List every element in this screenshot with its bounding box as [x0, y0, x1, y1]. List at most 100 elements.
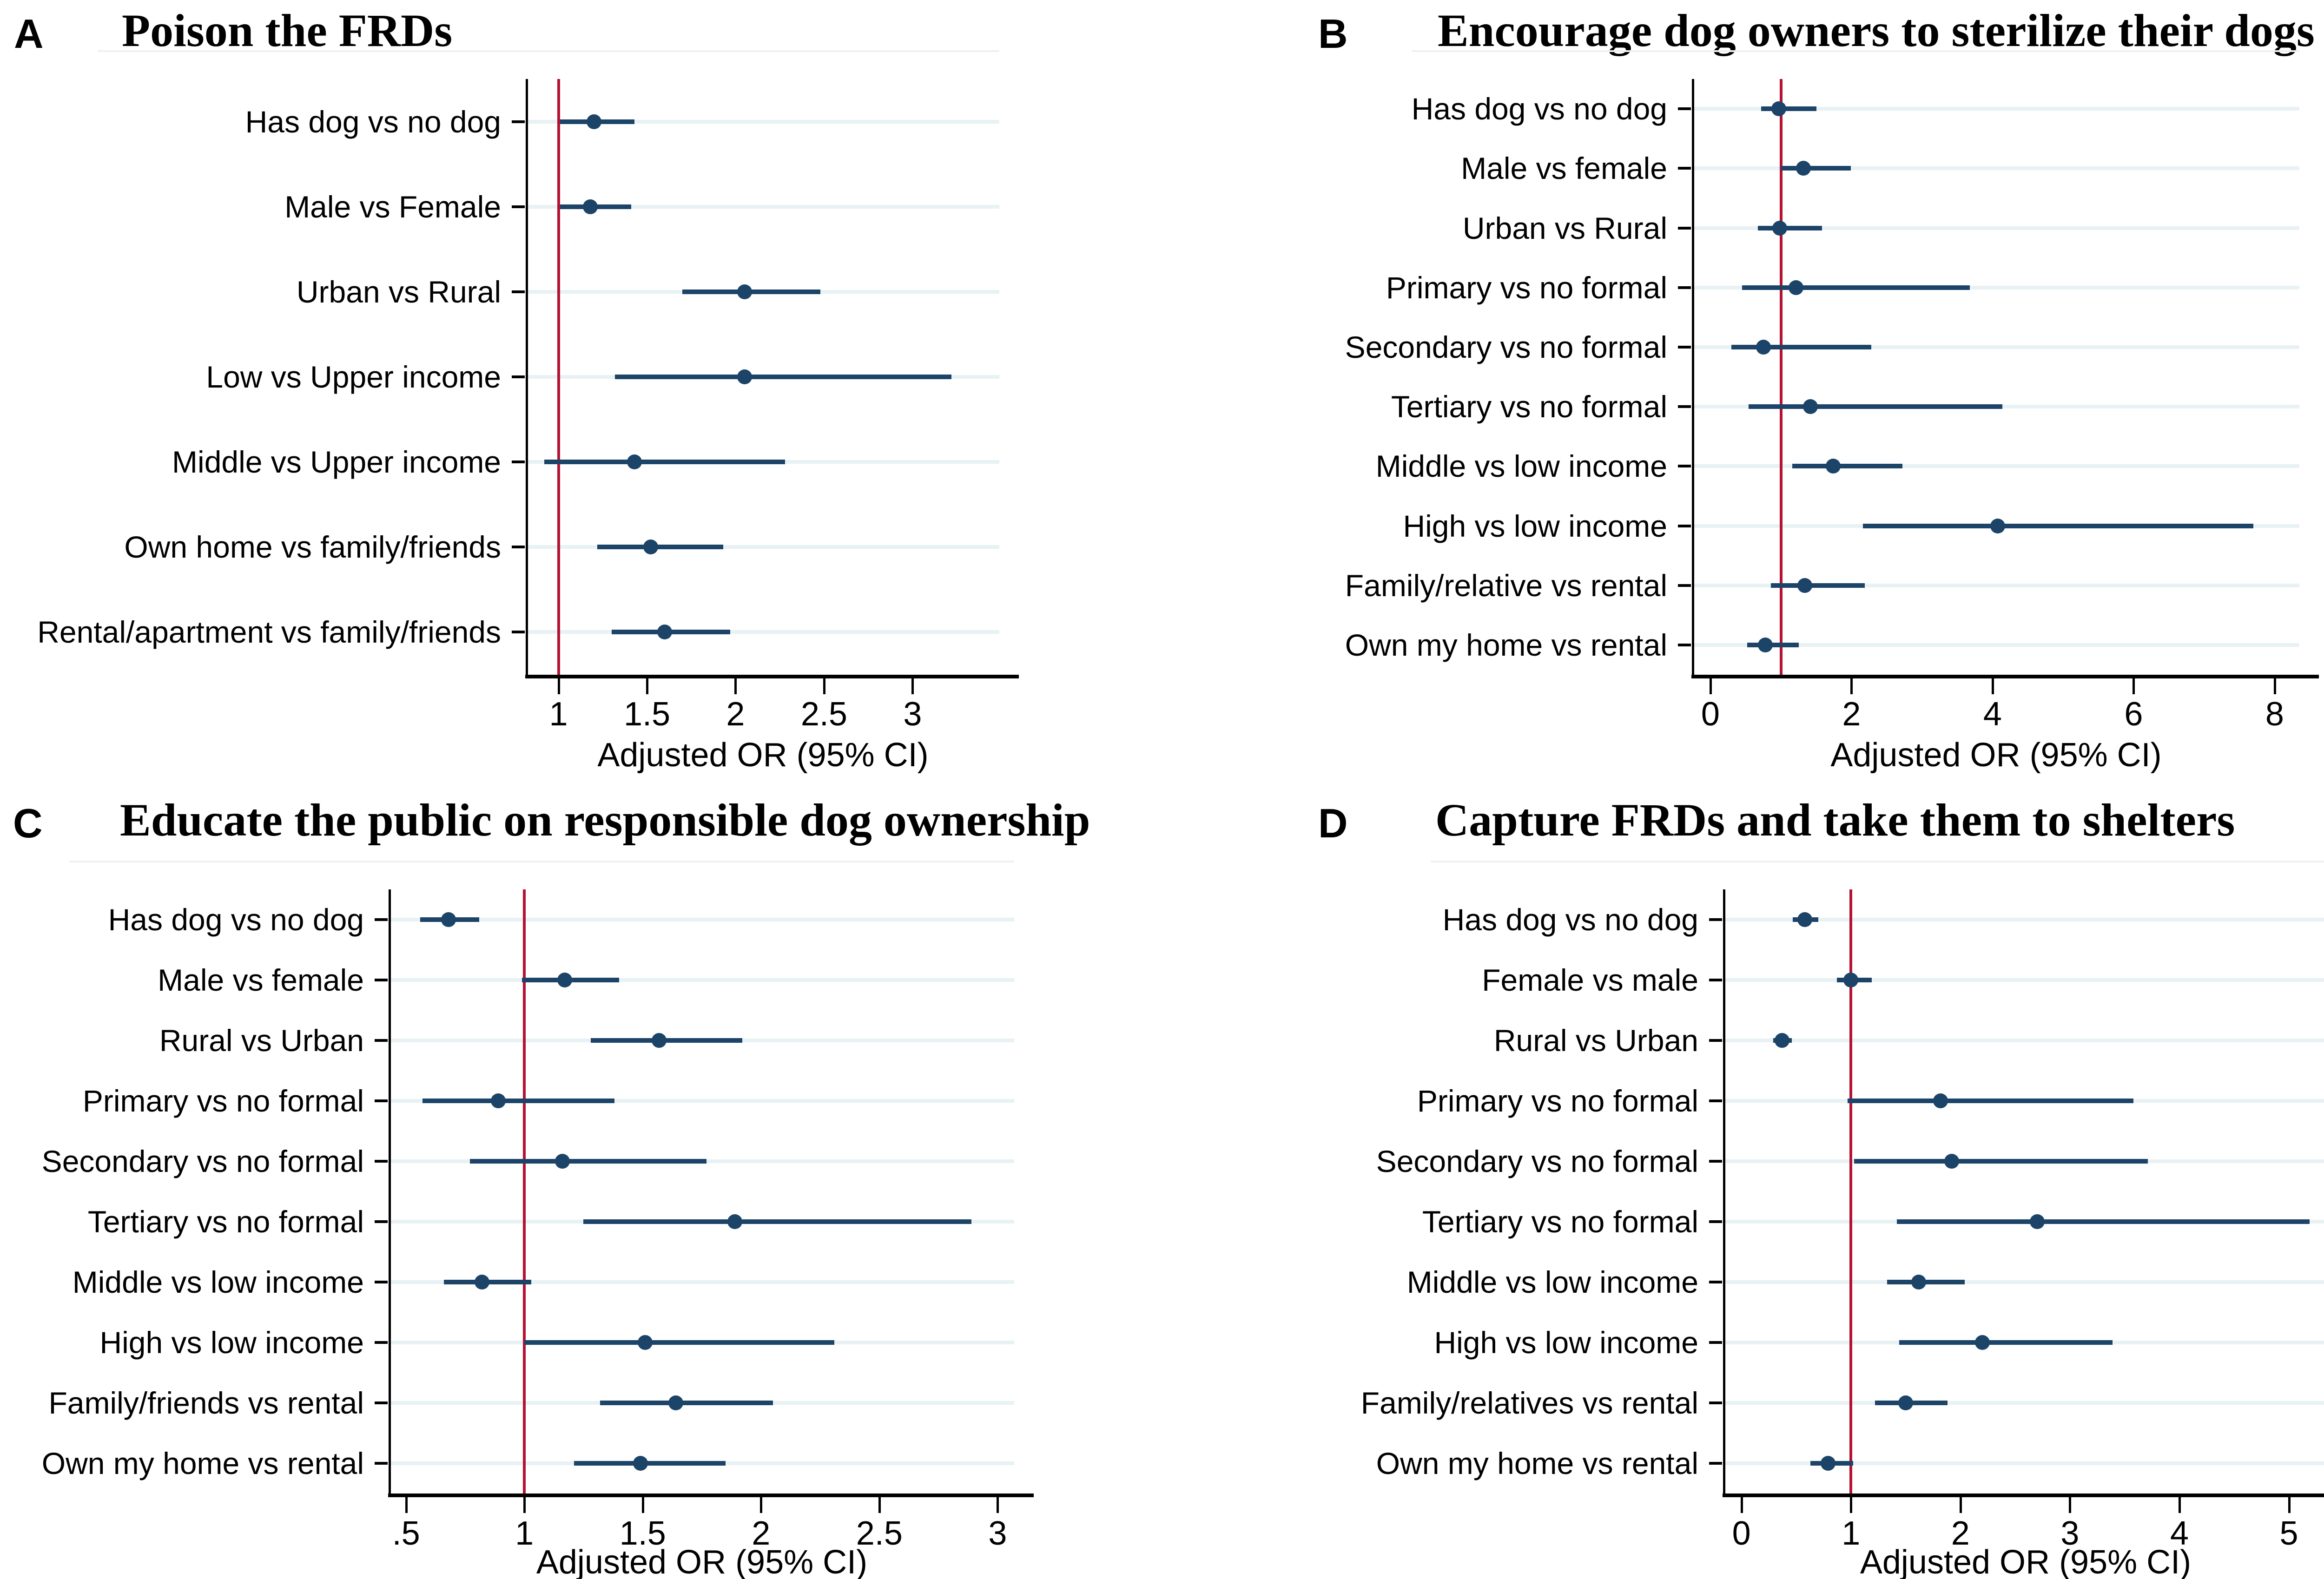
category-tick: [375, 979, 388, 981]
x-axis-title: Adjusted OR (95% CI): [597, 737, 929, 774]
category-label: Middle vs Upper income: [172, 445, 501, 480]
x-tick-label: 4: [1983, 696, 2002, 733]
category-label: Secondary vs no formal: [1376, 1144, 1698, 1178]
category-label: Secondary vs no formal: [41, 1144, 364, 1178]
x-tick-label: 3: [988, 1515, 1007, 1552]
x-tick: [734, 678, 737, 694]
or-marker: [2029, 1214, 2045, 1229]
or-marker: [627, 454, 642, 470]
ci-line: [544, 460, 786, 465]
x-tick-label: 0: [1732, 1515, 1751, 1552]
or-marker: [583, 199, 598, 214]
or-marker: [1797, 912, 1813, 927]
category-tick: [512, 120, 525, 123]
x-axis-line: [1691, 675, 2319, 678]
x-tick-label: 2: [752, 1515, 771, 1552]
or-marker: [652, 1033, 667, 1048]
x-tick-label: 2: [726, 696, 745, 733]
or-marker: [643, 539, 658, 555]
row-gridline: [1694, 226, 2299, 230]
or-marker: [1933, 1093, 1948, 1108]
reference-line-or1: [557, 79, 560, 675]
category-label: Tertiary vs no formal: [1391, 389, 1667, 424]
category-label: Middle vs low income: [1406, 1265, 1698, 1299]
row-gridline: [1694, 583, 2299, 587]
category-tick: [1678, 643, 1691, 646]
or-marker: [633, 1456, 648, 1471]
category-tick: [1709, 1281, 1722, 1283]
x-tick-label: 1: [549, 696, 568, 733]
category-label: Tertiary vs no formal: [1422, 1204, 1698, 1239]
panel-a: A Poison the FRDs Has dog vs no dog Male vs…: [0, 0, 1170, 790]
category-label: Own my home vs rental: [1345, 627, 1667, 662]
ci-line: [470, 1159, 707, 1164]
or-marker: [1898, 1395, 1914, 1410]
ci-line: [1854, 1159, 2148, 1164]
x-tick: [2178, 1497, 2181, 1513]
category-label: Secondary vs no formal: [1345, 329, 1667, 364]
category-label: Middle vs low income: [1375, 449, 1667, 484]
x-tick: [523, 1497, 526, 1513]
or-marker: [557, 973, 572, 987]
category-tick: [1678, 226, 1691, 230]
x-tick: [1959, 1497, 1962, 1513]
or-marker: [1797, 578, 1813, 593]
category-tick: [1678, 524, 1691, 527]
ci-line: [1761, 106, 1816, 112]
x-axis-title: Adjusted OR (95% CI): [1830, 737, 2162, 774]
category-label: Male vs female: [1461, 151, 1667, 186]
or-marker: [1771, 101, 1787, 117]
x-tick: [2133, 678, 2135, 694]
category-tick: [375, 1462, 388, 1465]
x-axis-line: [525, 675, 1019, 678]
x-tick-label: 3: [2060, 1515, 2080, 1552]
category-label: Own home vs family/friends: [124, 530, 501, 565]
ci-line: [423, 1099, 614, 1103]
category-label: Has dog vs no dog: [108, 902, 364, 937]
ci-line: [1862, 523, 2254, 528]
or-marker: [441, 912, 456, 927]
panel-c: C Educate the public on responsible dog o…: [0, 790, 1170, 1579]
category-tick: [375, 1220, 388, 1223]
category-label: High vs low income: [1434, 1325, 1698, 1360]
x-tick-label: 2: [1842, 696, 1861, 733]
x-tick-label: 5: [2279, 1515, 2298, 1552]
category-label: Urban vs Rural: [296, 274, 501, 309]
category-label: Has dog vs no dog: [1442, 902, 1698, 937]
or-marker: [737, 284, 752, 299]
ci-line: [1899, 1340, 2113, 1345]
category-label: Male vs Female: [284, 189, 501, 224]
ci-line: [1781, 166, 1851, 171]
x-tick-label: 4: [2170, 1515, 2189, 1552]
row-gridline: [1725, 1401, 2324, 1405]
category-tick: [1709, 1341, 1722, 1344]
or-marker: [1803, 399, 1818, 414]
row-gridline: [528, 204, 999, 209]
x-tick-label: 1: [1842, 1515, 1861, 1552]
ci-line: [524, 1340, 835, 1345]
reference-line-or1: [523, 889, 526, 1493]
category-label: Family/relatives vs rental: [1360, 1386, 1698, 1420]
category-label: Rural vs Urban: [159, 1023, 364, 1058]
row-gridline: [1725, 1039, 2324, 1042]
category-label: Tertiary vs no formal: [87, 1204, 364, 1239]
category-tick: [512, 546, 525, 549]
or-marker: [586, 114, 601, 129]
ci-line: [1731, 344, 1871, 349]
ci-line: [615, 375, 952, 379]
category-tick: [375, 1281, 388, 1283]
category-tick: [1709, 1160, 1722, 1163]
reference-line-or1: [1849, 889, 1853, 1493]
category-label: Family/friends vs rental: [48, 1386, 364, 1420]
or-marker: [727, 1214, 743, 1229]
or-marker: [1758, 637, 1773, 652]
or-marker: [555, 1154, 570, 1169]
or-marker: [1772, 220, 1787, 236]
category-tick: [375, 1099, 388, 1102]
category-label: Primary vs no formal: [1417, 1084, 1698, 1118]
or-marker: [1911, 1275, 1927, 1290]
row-gridline: [1694, 643, 2299, 647]
x-tick: [823, 678, 825, 694]
panel-title: Poison the FRDs: [122, 5, 453, 56]
x-tick-label: 2.5: [800, 696, 847, 733]
